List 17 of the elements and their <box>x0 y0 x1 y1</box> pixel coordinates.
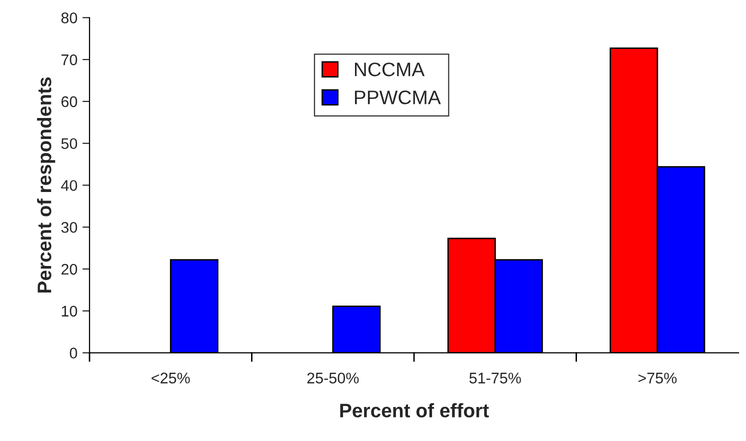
x-tick-label: <25% <box>152 372 190 384</box>
y-axis-title: Percent of respondents <box>37 77 56 292</box>
y-tick-label: 0 <box>70 348 78 358</box>
legend-label: PPWCMA <box>354 90 441 104</box>
y-tick-label: 60 <box>62 96 78 108</box>
y-tick-label: 20 <box>61 264 78 275</box>
y-tick-label: 30 <box>61 222 78 233</box>
x-tick-label: 25-50% <box>307 372 359 384</box>
y-tick-label: 80 <box>61 12 78 24</box>
x-tick-label: 51-75% <box>469 372 521 384</box>
y-tick-label: 40 <box>61 180 78 191</box>
x-axis-title: Percent of effort <box>340 403 489 418</box>
y-tick-label: 70 <box>62 54 78 66</box>
x-tick-label: >75% <box>638 372 677 384</box>
legend-label: NCCMA <box>354 62 425 76</box>
y-tick-label: 50 <box>61 138 78 150</box>
y-tick-label: 10 <box>62 306 78 317</box>
